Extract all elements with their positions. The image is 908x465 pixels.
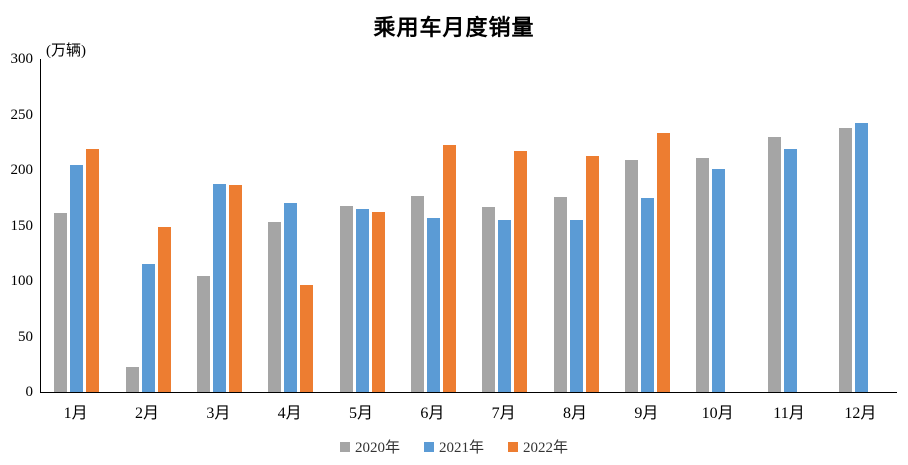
bar <box>569 219 583 392</box>
bar <box>585 156 599 392</box>
y-axis-unit-label: (万辆) <box>46 43 86 59</box>
x-tick-label: 10月 <box>701 405 734 422</box>
y-tick-label: 50 <box>18 328 33 345</box>
bar <box>228 185 242 392</box>
bar <box>339 206 353 392</box>
x-tick-label: 2月 <box>134 405 159 422</box>
legend-swatch-icon <box>423 441 434 452</box>
x-tick-label: 6月 <box>420 405 445 422</box>
x-tick-label: 3月 <box>206 405 231 422</box>
x-tick-label: 1月 <box>63 405 88 422</box>
legend-item: 2020年 <box>339 436 400 457</box>
bar <box>54 212 68 392</box>
x-tick-label: 7月 <box>491 405 516 422</box>
legend: 2020年 2021年 2022年 <box>0 436 908 457</box>
bar <box>268 221 282 392</box>
x-tick-label: 9月 <box>634 405 659 422</box>
legend-item: 2021年 <box>423 436 484 457</box>
bar <box>442 145 456 392</box>
bar <box>696 157 710 392</box>
bar <box>783 148 797 392</box>
y-tick-label: 0 <box>25 384 34 400</box>
bar <box>838 128 852 392</box>
y-tick-label: 300 <box>10 51 34 67</box>
x-tick-label: 5月 <box>348 405 373 422</box>
bar <box>86 149 100 392</box>
x-tick-label: 8月 <box>562 405 587 422</box>
bar <box>157 226 171 392</box>
x-tick-label: 11月 <box>773 405 805 422</box>
bar <box>656 133 670 392</box>
bar <box>854 123 868 392</box>
bar <box>482 207 496 392</box>
bar <box>284 202 298 392</box>
bar <box>553 197 567 392</box>
y-tick-label: 250 <box>10 106 34 123</box>
legend-label: 2020年 <box>354 440 400 456</box>
legend-item: 2022年 <box>508 436 568 457</box>
legend-label: 2021年 <box>438 440 484 456</box>
bar <box>640 197 654 392</box>
y-tick-label: 200 <box>10 162 34 178</box>
legend-label: 2022年 <box>523 440 569 456</box>
bar <box>712 169 726 392</box>
bar <box>624 160 638 392</box>
bar <box>410 196 424 392</box>
bar <box>70 165 84 392</box>
y-tick-label: 100 <box>10 273 34 289</box>
bar <box>371 211 385 392</box>
bar <box>767 137 781 392</box>
legend-swatch-icon <box>508 441 518 452</box>
bar <box>355 209 369 392</box>
bar <box>498 219 512 392</box>
x-tick-label: 4月 <box>277 405 302 422</box>
bar <box>141 263 155 392</box>
chart-title: 乘用车月度销量 <box>373 15 535 40</box>
bar <box>212 184 226 392</box>
y-tick-label: 150 <box>10 217 34 234</box>
legend-swatch-icon <box>339 441 350 452</box>
bar <box>196 276 210 392</box>
bar <box>514 150 528 392</box>
bar <box>125 367 139 392</box>
x-tick-label: 12月 <box>844 405 877 422</box>
bar <box>426 217 440 392</box>
plot-area <box>40 59 897 393</box>
bar <box>300 284 314 392</box>
